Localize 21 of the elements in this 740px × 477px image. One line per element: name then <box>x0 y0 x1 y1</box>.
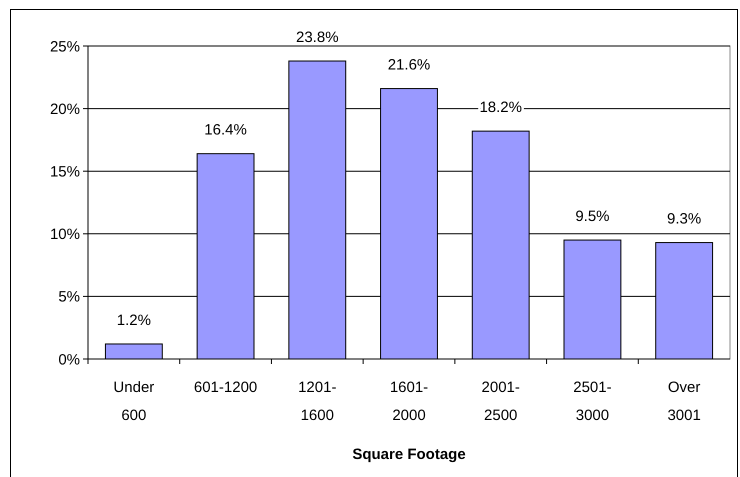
bar <box>104 343 163 360</box>
x-tick-label: 1201- 1600 <box>298 379 336 424</box>
y-tick-label: 25% <box>50 38 80 56</box>
x-tick-label: 2001- 2500 <box>482 379 520 424</box>
y-tick-label: 5% <box>58 288 80 306</box>
y-tick-label: 0% <box>58 351 80 368</box>
y-tick-label: 20% <box>50 100 80 118</box>
x-tick-label: Over 3001 <box>667 379 701 424</box>
data-label: 9.5% <box>575 208 610 226</box>
y-tick-label: 15% <box>50 163 80 180</box>
x-tick-label: 601-1200 <box>194 379 258 396</box>
data-label: 21.6% <box>388 56 430 74</box>
data-label: 9.3% <box>667 210 702 228</box>
y-tick-label: 10% <box>50 226 80 244</box>
x-axis-title: Square Footage <box>352 446 466 463</box>
x-tick-label: 2501- 3000 <box>573 379 612 424</box>
data-label: 16.4% <box>204 122 247 139</box>
x-tick-label: Under 600 <box>113 379 154 424</box>
data-label: 23.8% <box>296 29 339 46</box>
x-tick-label: 1601- 2000 <box>390 379 428 424</box>
data-label: 1.2% <box>116 312 151 329</box>
